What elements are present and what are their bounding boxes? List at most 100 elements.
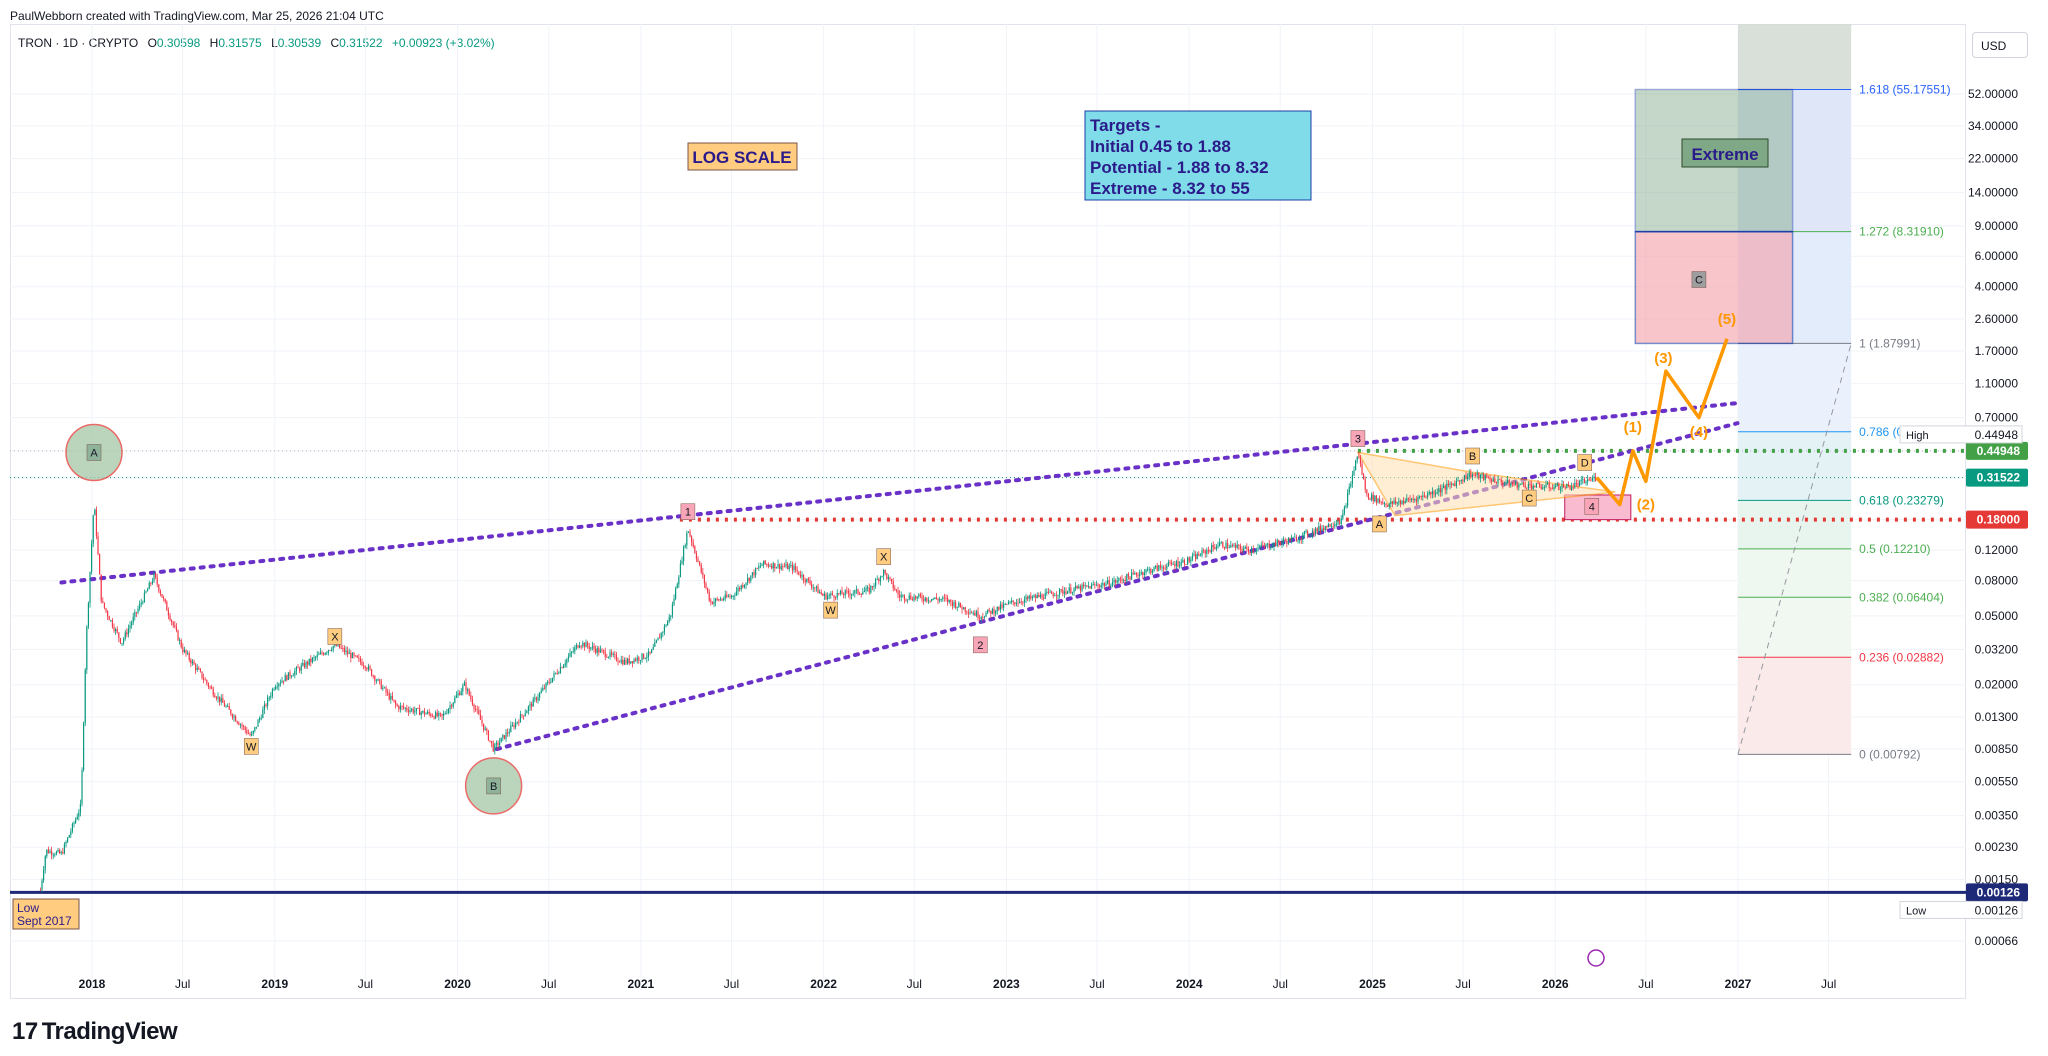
candle-body — [587, 642, 589, 647]
candle-body — [646, 656, 648, 659]
candle-body — [187, 653, 189, 655]
candle-body — [1571, 486, 1573, 490]
candle-body — [735, 591, 738, 596]
candle-body — [281, 680, 283, 683]
candle-body — [1219, 542, 1221, 546]
candle-body — [859, 593, 861, 595]
fib-level-label: 1 (1.87991) — [1859, 336, 1920, 350]
candle-body — [1091, 584, 1093, 589]
candle-body — [1441, 487, 1443, 493]
candle-body — [71, 823, 74, 832]
candle-body — [1094, 584, 1096, 586]
candle-body — [287, 672, 290, 680]
candle-body — [1078, 586, 1080, 589]
candle-body — [460, 691, 462, 696]
candle-body — [967, 612, 970, 614]
candle-body — [1012, 600, 1014, 603]
candle-body — [1015, 603, 1018, 604]
candle-body — [993, 608, 995, 614]
candle-body — [1559, 488, 1562, 490]
candle-body — [721, 599, 723, 600]
candle-body — [526, 710, 528, 714]
candle-body — [1079, 586, 1082, 591]
candle-body — [369, 666, 371, 670]
candle-body — [1097, 584, 1099, 587]
candle-body — [1462, 480, 1464, 482]
chart-pane[interactable] — [10, 24, 1966, 999]
candle-body — [591, 646, 594, 648]
candle-body — [51, 851, 53, 855]
candle-body — [902, 595, 904, 596]
candle-body — [260, 717, 262, 719]
candle-body — [1161, 567, 1163, 569]
candle-body — [833, 595, 835, 598]
candle-body — [1457, 480, 1459, 482]
candle-body — [404, 707, 406, 709]
time-axis-label: 2022 — [810, 977, 837, 991]
candle-body — [844, 590, 846, 596]
candle-body — [1103, 583, 1106, 586]
close-label: C — [330, 36, 340, 50]
wave-label-text: A — [1376, 519, 1384, 531]
candle-body — [1279, 542, 1282, 545]
candle-body — [167, 610, 170, 616]
candle-body — [1326, 526, 1328, 528]
candle-body — [276, 686, 278, 688]
candle-body — [1187, 557, 1189, 565]
price-tag-value: 0.31522 — [1977, 471, 2021, 485]
candle-body — [1268, 543, 1270, 548]
candle-body — [1535, 482, 1538, 488]
candle-body — [753, 572, 755, 576]
candle-body — [364, 666, 366, 669]
candle-body — [1283, 539, 1285, 542]
candle-body — [1503, 483, 1506, 485]
candle-body — [1518, 484, 1520, 488]
candle-body — [523, 715, 525, 717]
wave-label-box — [1372, 515, 1387, 533]
candle-body — [1495, 482, 1498, 484]
wave-label-box — [1691, 271, 1707, 288]
candle-body — [532, 698, 534, 707]
candle-body — [1259, 546, 1261, 548]
candle-body — [919, 594, 922, 597]
candle-body — [1487, 477, 1490, 479]
candle-body — [305, 661, 307, 668]
candle-body — [172, 622, 174, 626]
price-tag-box — [1966, 883, 2028, 902]
candle-body — [318, 654, 320, 656]
candle-body — [127, 628, 130, 635]
candle-body — [401, 705, 403, 707]
candle-body — [1175, 561, 1178, 567]
projection-wave-label: (3) — [1654, 350, 1672, 367]
candle-body — [444, 713, 446, 715]
candle-body — [561, 667, 563, 668]
candle-body — [862, 592, 864, 595]
candle-body — [1471, 474, 1474, 478]
candle-body — [243, 726, 245, 728]
tradingview-logo[interactable]: 17 TradingView — [12, 1018, 178, 1046]
candle-body — [1545, 484, 1547, 488]
candle-body — [1131, 572, 1133, 580]
symbol-label[interactable]: TRON · 1D · CRYPTO — [18, 36, 139, 50]
candle-body — [612, 654, 614, 655]
candle-body — [980, 617, 982, 619]
candle-body — [697, 558, 699, 562]
candle-body — [820, 592, 822, 594]
candle-body — [377, 679, 379, 681]
candle-body — [1356, 456, 1358, 461]
candle-body — [931, 599, 933, 601]
candle-body — [1172, 564, 1174, 565]
candle-body — [539, 693, 541, 698]
candle-body — [1198, 553, 1200, 556]
currency-button[interactable]: USD — [1972, 32, 2028, 58]
candle-body — [815, 586, 818, 589]
candle-body — [1183, 560, 1186, 565]
candle-body — [876, 579, 878, 580]
candle-body — [1102, 583, 1104, 585]
wave-label-W: W — [823, 601, 838, 619]
wave-label-C: C — [1691, 271, 1707, 288]
candle-body — [1188, 557, 1190, 562]
candle-body — [105, 608, 107, 612]
candle-body — [263, 704, 266, 710]
